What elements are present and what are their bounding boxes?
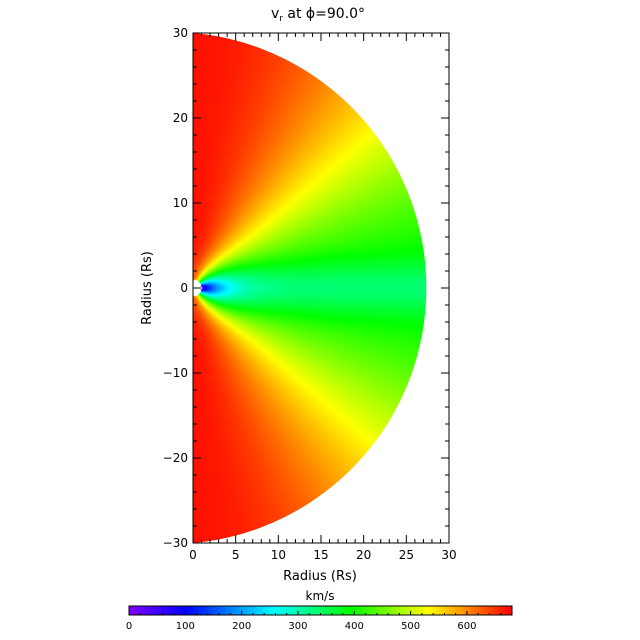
colorbar-ticks: 0 100 200 300 400 500 600 [126, 611, 502, 632]
y-tick-label: 30 [173, 26, 188, 40]
y-tick-label: 10 [173, 196, 188, 210]
y-axis: 30 20 10 0 −10 −20 −30 [163, 26, 449, 550]
x-tick-label: 5 [232, 548, 240, 562]
y-tick-label: 20 [173, 111, 188, 125]
x-tick-label: 30 [441, 548, 456, 562]
colorbar-label: km/s [306, 589, 335, 603]
heatmap-field [193, 33, 427, 543]
x-tick-label: 0 [189, 548, 197, 562]
colorbar-tick-label: 200 [232, 621, 251, 632]
x-tick-label: 25 [399, 548, 414, 562]
chart-title: vr at ϕ=90.0° [271, 6, 365, 24]
colorbar-tick-label: 400 [345, 621, 364, 632]
x-axis-label: Radius (Rs) [283, 569, 357, 584]
colorbar-tick-label: 500 [401, 621, 420, 632]
x-tick-label: 10 [271, 548, 286, 562]
x-tick-label: 20 [356, 548, 371, 562]
colorbar-tick-label: 0 [126, 621, 132, 632]
colorbar-tick-label: 600 [457, 621, 476, 632]
y-tick-label: −10 [163, 366, 188, 380]
colorbar-tick-label: 100 [176, 621, 195, 632]
y-tick-label: −20 [163, 451, 188, 465]
colorbar-tick-label: 300 [288, 621, 307, 632]
x-tick-label: 15 [313, 548, 328, 562]
y-tick-label: −30 [163, 536, 188, 550]
x-axis: 0 5 10 15 20 25 30 [189, 33, 457, 562]
y-tick-label: 0 [180, 281, 188, 295]
y-axis-label: Radius (Rs) [140, 251, 155, 325]
